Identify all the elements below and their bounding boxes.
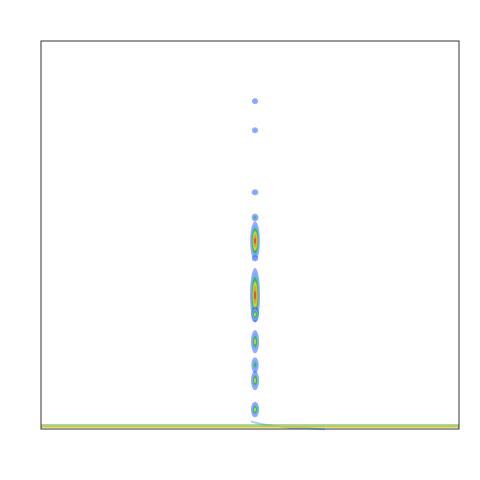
heatmap-blob-1-level-1 (253, 128, 257, 132)
heatmap-blob-6-level-5 (254, 290, 257, 300)
heatmap-blob-7-level-3 (254, 312, 257, 317)
heatmap-blob-8-level-3 (254, 338, 257, 345)
heatmap-blob-3-level-2 (253, 216, 257, 219)
heatmap-blob-4-level-5 (254, 237, 257, 245)
heatmap-blob-0-level-1 (253, 99, 257, 103)
plot-frame (40, 40, 460, 430)
heatmap-blob-10-level-3 (254, 378, 257, 383)
heatmap-blob-9-level-2 (253, 362, 257, 368)
heatmap-blob-5-level-1 (253, 256, 257, 260)
heatmap-blob-2-level-1 (253, 190, 257, 194)
plot-area (41, 98, 459, 431)
heatmap-baseline-core (41, 425, 459, 428)
heatmap-blob-11-level-3 (253, 407, 257, 412)
